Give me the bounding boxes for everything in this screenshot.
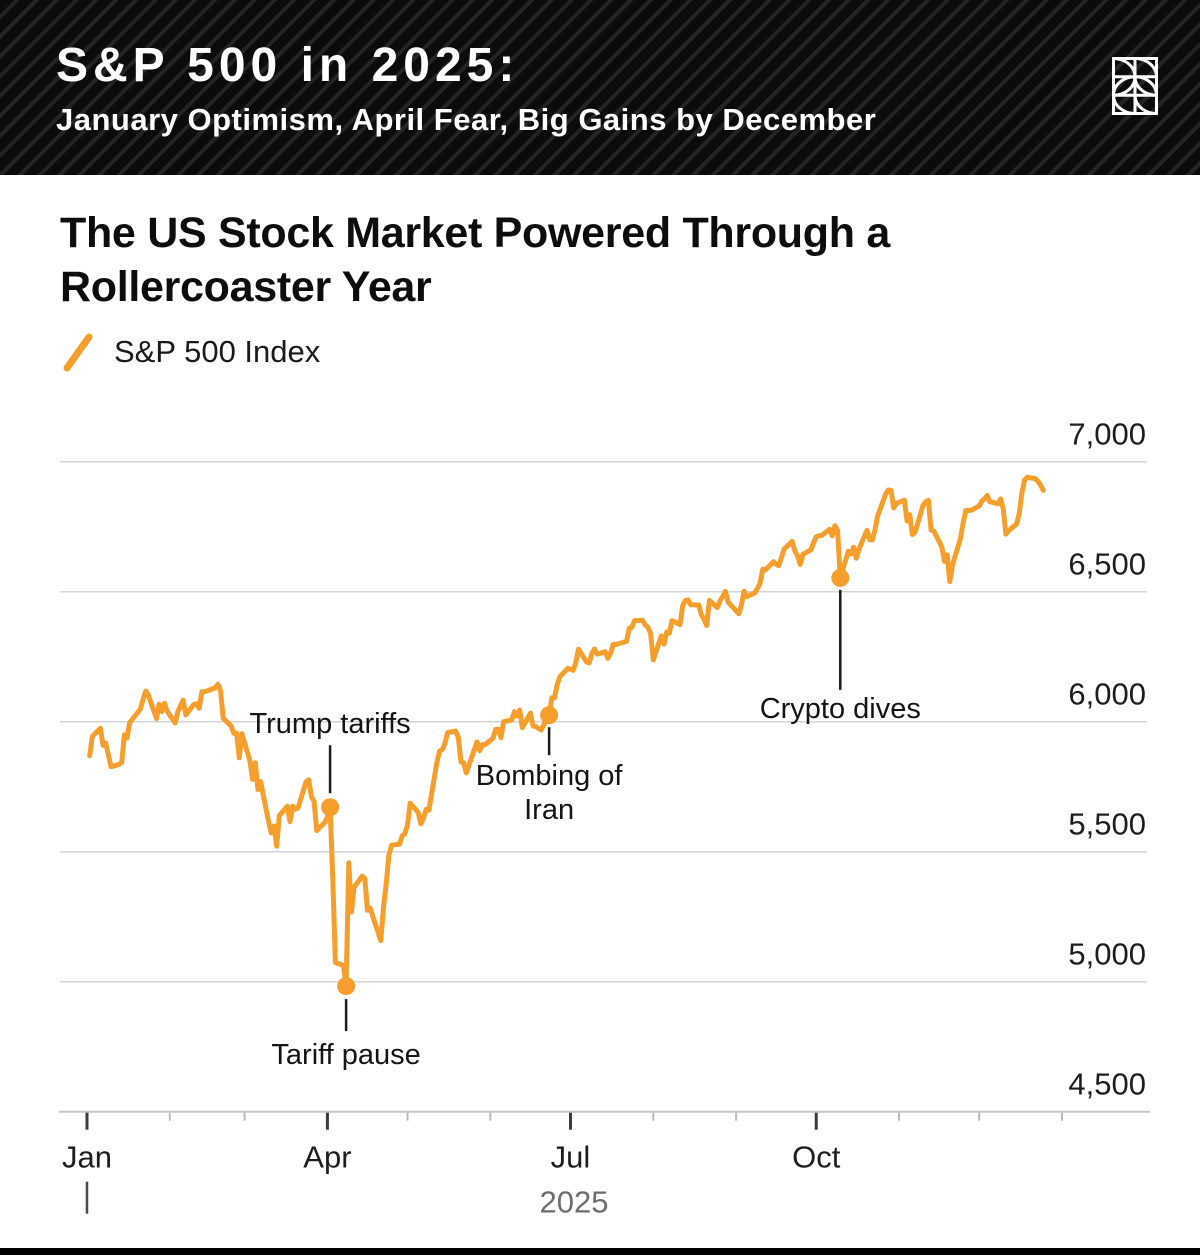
- series-line: [87, 474, 1046, 989]
- annotation-label: Iran: [524, 794, 574, 826]
- y-tick-label: 7,000: [1068, 417, 1146, 452]
- x-tick-label: Oct: [792, 1140, 841, 1175]
- masthead-title: S&P 500 in 2025:: [56, 39, 520, 92]
- legend: S&P 500 Index: [62, 331, 320, 373]
- footer-bar: [0, 1248, 1200, 1255]
- x-tick-label: Jul: [551, 1140, 591, 1175]
- y-tick-label: 6,000: [1068, 677, 1146, 712]
- masthead-subtitle: January Optimism, April Fear, Big Gains …: [56, 102, 877, 137]
- y-tick-label: 5,000: [1068, 937, 1146, 972]
- chart-title: The US Stock Market Powered Through a Ro…: [60, 209, 890, 311]
- year-label: 2025: [540, 1185, 609, 1220]
- legend-slash-icon: [63, 333, 93, 372]
- y-tick-label: 4,500: [1068, 1067, 1146, 1102]
- legend-label: S&P 500 Index: [114, 334, 321, 369]
- annotation-label: Trump tariffs: [250, 708, 411, 740]
- x-tick-label: Jan: [62, 1140, 112, 1175]
- y-tick-label: 6,500: [1068, 547, 1146, 582]
- grid-arcs-logo-icon: [1112, 57, 1158, 115]
- annotation-label: Bombing of: [476, 760, 624, 792]
- annotation-dot: [540, 706, 559, 725]
- annotation-dot: [337, 977, 356, 996]
- annotation-dot: [831, 568, 850, 587]
- annotation-dot: [321, 798, 340, 817]
- masthead: S&P 500 in 2025: January Optimism, April…: [0, 0, 1200, 175]
- annotation-label: Tariff pause: [271, 1039, 420, 1071]
- annotation-label: Crypto dives: [760, 693, 921, 725]
- y-tick-label: 5,500: [1068, 807, 1146, 842]
- x-tick-label: Apr: [303, 1140, 351, 1175]
